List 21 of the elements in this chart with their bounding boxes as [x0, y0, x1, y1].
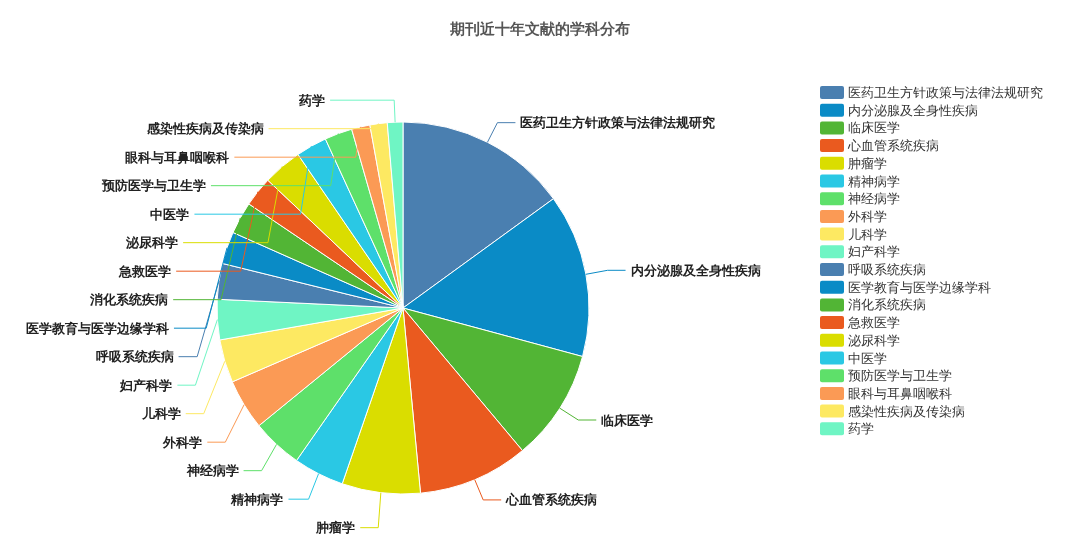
legend-label: 妇产科学 — [848, 244, 900, 260]
legend-label: 感染性疾病及传染病 — [848, 403, 965, 419]
legend-label: 心血管系统疾病 — [847, 138, 939, 154]
legend-label: 急救医学 — [847, 315, 900, 331]
legend-label: 消化系统疾病 — [848, 297, 926, 313]
legend-label: 临床医学 — [848, 120, 900, 136]
legend-label: 药学 — [848, 421, 874, 437]
legend-label: 眼科与耳鼻咽喉科 — [848, 385, 952, 401]
legend-label: 神经病学 — [848, 191, 900, 207]
legend-label: 外科学 — [848, 208, 887, 224]
legend-label: 泌尿科学 — [848, 332, 900, 348]
legend-label: 精神病学 — [848, 173, 900, 189]
legend-label: 医药卫生方针政策与法律法规研究 — [848, 85, 1043, 100]
legend-label: 内分泌腺及全身性疾病 — [848, 102, 978, 118]
legend-label: 医学教育与医学边缘学科 — [848, 279, 991, 295]
legend-label: 儿科学 — [848, 226, 887, 242]
legend-label: 肿瘤学 — [848, 155, 887, 171]
legend-label: 中医学 — [848, 350, 887, 366]
legend-label: 预防医学与卫生学 — [848, 368, 952, 384]
legend-label: 呼吸系统疾病 — [848, 262, 926, 277]
chart-title: 期刊近十年文献的学科分布 — [449, 20, 630, 38]
